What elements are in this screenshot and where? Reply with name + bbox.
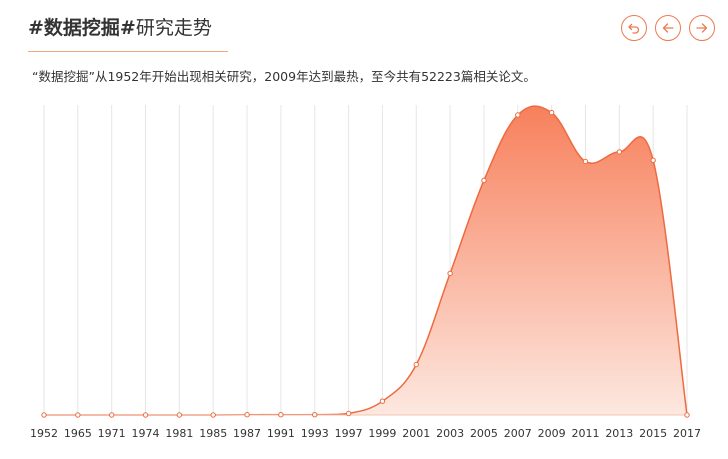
next-button[interactable]: [689, 15, 715, 41]
data-point[interactable]: [447, 270, 453, 277]
title-suffix: 研究走势: [135, 17, 212, 39]
x-tick-label: 1952: [30, 427, 58, 440]
x-tick-label: 1985: [199, 427, 227, 440]
data-point[interactable]: [278, 412, 284, 418]
prev-button[interactable]: [655, 15, 681, 41]
data-point[interactable]: [210, 412, 216, 418]
reset-button[interactable]: [621, 15, 647, 41]
undo-icon: [628, 23, 640, 34]
x-tick-label: 2011: [571, 427, 599, 440]
data-point[interactable]: [108, 412, 115, 418]
page-title: #数据挖掘#研究走势: [28, 14, 212, 42]
data-point[interactable]: [244, 412, 250, 418]
x-tick-layer: 1952 1965 1971 1974 1981 1985 1987 1991 1993 1997…: [30, 427, 701, 440]
trend-area: [44, 106, 687, 415]
x-tick-label: 2009: [538, 427, 566, 440]
data-point[interactable]: [548, 109, 555, 116]
data-point[interactable]: [650, 157, 656, 164]
data-point[interactable]: [515, 112, 521, 118]
data-point[interactable]: [582, 158, 589, 165]
data-point[interactable]: [142, 412, 149, 418]
data-point[interactable]: [379, 398, 386, 404]
x-tick-label: 2007: [504, 427, 532, 440]
x-tick-label: 1981: [165, 427, 193, 440]
title-underline: [28, 51, 228, 52]
x-tick-label: 1999: [368, 427, 396, 440]
x-tick-label: 1997: [335, 427, 363, 440]
data-point[interactable]: [312, 412, 318, 418]
x-tick-label: 1993: [301, 427, 329, 440]
data-point[interactable]: [41, 412, 47, 418]
x-tick-label: 1965: [64, 427, 92, 440]
data-point[interactable]: [176, 412, 183, 418]
x-tick-label: 2005: [470, 427, 498, 440]
point-layer: [41, 109, 690, 418]
arrow-right-icon: [696, 23, 708, 33]
x-tick-label: 2017: [673, 427, 701, 440]
x-tick-label: 2001: [402, 427, 430, 440]
arrow-left-icon: [662, 23, 674, 33]
data-point[interactable]: [75, 412, 81, 418]
x-tick-label: 1971: [98, 427, 126, 440]
x-tick-label: 2015: [639, 427, 667, 440]
x-tick-label: 2003: [436, 427, 464, 440]
data-point[interactable]: [413, 361, 419, 368]
data-point[interactable]: [616, 149, 623, 155]
title-block: #数据挖掘#研究走势: [28, 14, 228, 52]
data-point[interactable]: [345, 410, 352, 417]
data-point[interactable]: [481, 177, 487, 184]
x-tick-label: 1991: [267, 427, 295, 440]
data-point[interactable]: [684, 412, 690, 418]
x-tick-label: 1974: [132, 427, 160, 440]
trend-description: “数据挖掘”从1952年开始出现相关研究，2009年达到最热，至今共有52223…: [32, 69, 536, 84]
title-keyword: #数据挖掘#: [28, 17, 136, 39]
x-tick-label: 1987: [233, 427, 261, 440]
x-tick-label: 2013: [605, 427, 633, 440]
